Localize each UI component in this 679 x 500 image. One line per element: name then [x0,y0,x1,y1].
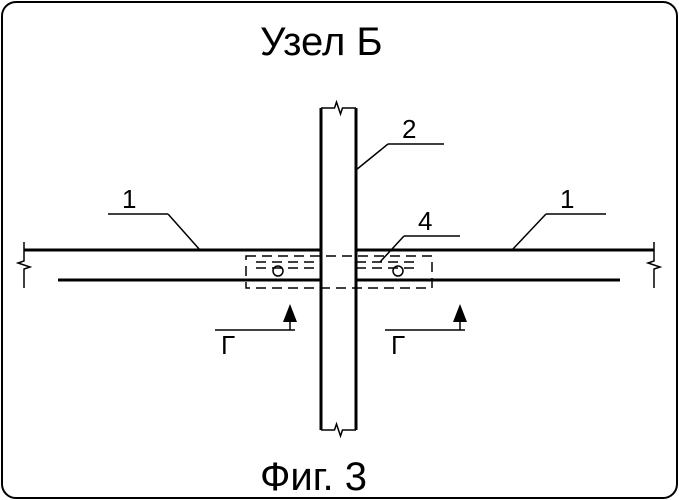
leader-2-line [356,144,388,170]
column-break-top [321,102,356,114]
leader-1-right-line [512,214,546,250]
leader-1-right-label: 1 [560,184,574,214]
leader-2-label: 2 [402,114,416,144]
section-mark-right-arrow [453,304,467,322]
detail-4-box [246,256,432,288]
leader-4-label: 4 [418,206,432,236]
leader-1-left-label: 1 [122,184,136,214]
column-break-bottom [321,424,356,436]
section-mark-left-label: Г [221,330,235,360]
leader-1-left-line [168,214,200,250]
diagram-title: Узел Б [260,20,383,64]
section-mark-right-label: Г [391,330,405,360]
figure-label: Фиг. 3 [260,455,367,499]
section-mark-left-arrow [283,304,297,322]
